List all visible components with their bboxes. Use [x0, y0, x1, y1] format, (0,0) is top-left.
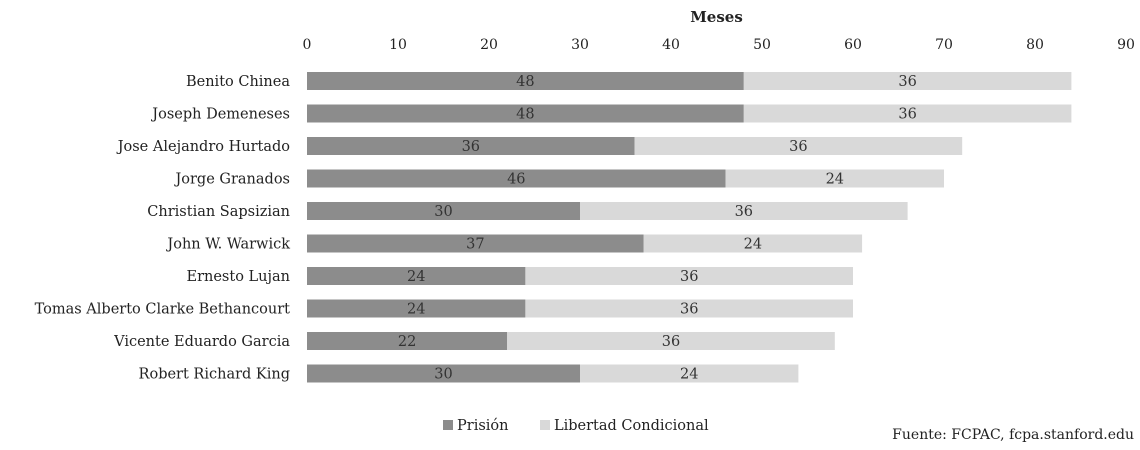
bar-segment-libertad [643, 234, 863, 253]
category-label: Jorge Granados [173, 172, 290, 188]
data-label: 24 [407, 269, 425, 285]
x-tick-label: 40 [662, 37, 680, 53]
data-label: 24 [680, 367, 698, 383]
data-label: 36 [680, 269, 698, 285]
data-label: 36 [735, 204, 753, 220]
data-label: 36 [680, 302, 698, 318]
bar-segment-prision [307, 137, 635, 155]
category-label: Ernesto Lujan [187, 269, 291, 285]
data-label: 36 [462, 139, 480, 155]
bar-segment-prision [307, 364, 580, 383]
category-label: Christian Sapsizian [147, 204, 290, 220]
data-label: 36 [662, 334, 680, 350]
category-label: Vicente Eduardo Garcia [113, 334, 290, 350]
data-label: 30 [434, 204, 452, 220]
x-tick-label: 90 [1117, 37, 1135, 53]
data-label: 24 [826, 172, 844, 188]
legend-label: Libertad Condicional [554, 418, 709, 434]
category-label: Benito Chinea [186, 74, 290, 90]
x-tick-label: 10 [389, 37, 407, 53]
category-label: Joseph Demeneses [150, 107, 290, 123]
bar-segment-prision [307, 72, 744, 90]
legend-swatch [540, 420, 550, 430]
category-label: John W. Warwick [165, 237, 290, 253]
bar-segment-libertad [525, 299, 853, 318]
bar-segment-prision [307, 234, 644, 253]
category-label: Tomas Alberto Clarke Bethancourt [35, 302, 291, 318]
bar-segment-libertad [525, 267, 853, 285]
data-label: 46 [507, 172, 525, 188]
legend-label: Prisión [457, 418, 508, 434]
data-label: 48 [516, 107, 534, 123]
data-label: 30 [434, 367, 452, 383]
category-label: Jose Alejandro Hurtado [116, 139, 290, 155]
bar-segment-libertad [507, 332, 835, 350]
bar-segment-libertad [634, 137, 963, 155]
x-tick-label: 70 [935, 37, 953, 53]
data-label: 48 [516, 74, 534, 90]
x-tick-label: 80 [1026, 37, 1044, 53]
data-label: 24 [407, 302, 425, 318]
data-label: 36 [789, 139, 807, 155]
legend-swatch [443, 420, 453, 430]
data-label: 22 [398, 334, 416, 350]
category-label: Robert Richard King [139, 367, 290, 383]
bar-segment-libertad [743, 72, 1072, 90]
data-label: 36 [898, 74, 916, 90]
bar-segment-libertad [743, 104, 1072, 123]
data-label: 37 [466, 237, 484, 253]
x-tick-label: 0 [303, 37, 312, 53]
bar-segment-libertad [580, 202, 908, 220]
bar-segment-libertad [580, 364, 799, 383]
bar-segment-libertad [725, 169, 944, 188]
x-axis-title: Meses [690, 8, 743, 26]
x-tick-label: 30 [571, 37, 589, 53]
data-label: 36 [898, 107, 916, 123]
data-label: 24 [744, 237, 762, 253]
bar-segment-prision [307, 202, 580, 220]
x-tick-label: 20 [480, 37, 498, 53]
x-tick-label: 60 [844, 37, 862, 53]
bar-segment-prision [307, 267, 526, 285]
bar-segment-prision [307, 104, 744, 123]
x-tick-label: 50 [753, 37, 771, 53]
bar-segment-prision [307, 332, 508, 350]
source-note: Fuente: FCPAC, fcpa.stanford.edu [892, 427, 1134, 443]
bar-segment-prision [307, 169, 726, 188]
bar-segment-prision [307, 299, 526, 318]
